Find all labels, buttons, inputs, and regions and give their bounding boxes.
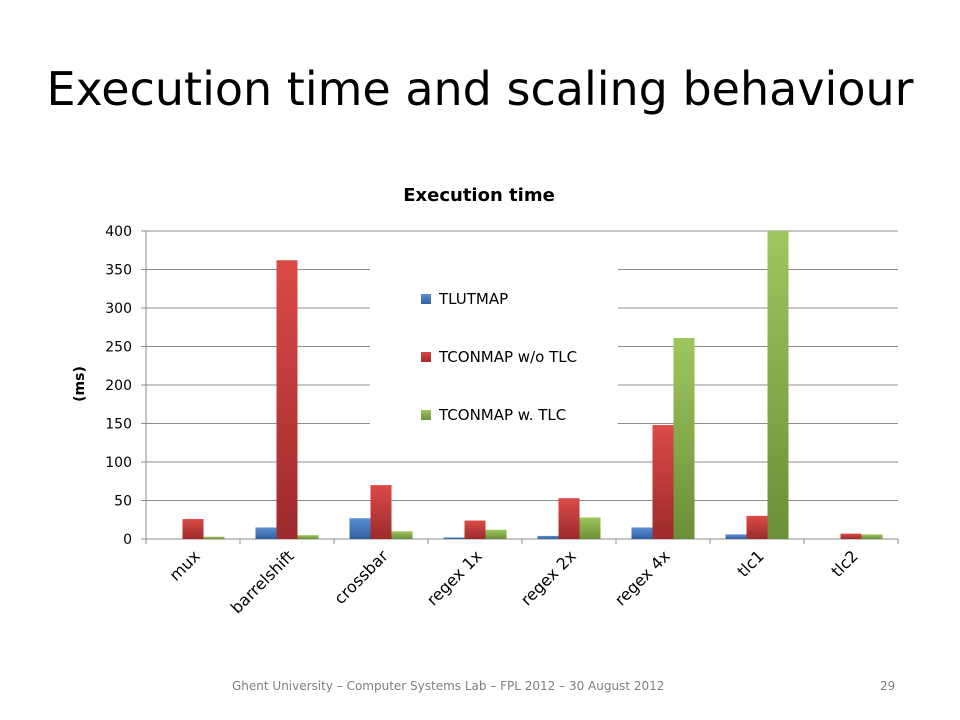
y-tick-label: 100 <box>105 455 132 471</box>
y-tick-label: 50 <box>114 494 132 510</box>
legend-entry: TCONMAP w/o TLC <box>438 348 577 366</box>
x-tick-label: tlc1 <box>733 546 767 580</box>
bar-tlutmap-regex-2x <box>537 535 559 539</box>
x-tick-label: mux <box>166 546 204 584</box>
bar-tconmap-w-o-tlc-crossbar <box>370 485 392 539</box>
bar-tconmap-w-tlc-regex-2x <box>579 517 601 539</box>
bar-tconmap-w-tlc-barrelshift <box>297 535 319 539</box>
bar-tlutmap-crossbar <box>349 518 371 539</box>
legend-entry: TLUTMAP <box>438 290 508 308</box>
x-tick-label: regex 4x <box>611 546 674 609</box>
bar-tconmap-w-o-tlc-barrelshift <box>276 260 298 539</box>
chart-title: Execution time <box>403 185 555 206</box>
bar-tconmap-w-tlc-tlc2 <box>861 534 883 539</box>
bar-tlutmap-barrelshift <box>255 527 277 539</box>
legend-box <box>370 262 618 440</box>
execution-time-chart: Execution time (ms) 0 50 100 150 200 250 300 35… <box>72 185 899 617</box>
legend-swatch <box>421 410 431 420</box>
y-tick-label: 350 <box>105 263 132 279</box>
slide-title: Execution time and scaling behaviour <box>46 62 914 116</box>
bar-tconmap-w-tlc-regex-4x <box>673 338 695 539</box>
slide-number: 29 <box>880 679 896 693</box>
bar-tconmap-w-tlc-mux <box>203 536 225 539</box>
legend-swatch <box>421 352 431 362</box>
bar-tconmap-w-tlc-crossbar <box>391 531 413 539</box>
bar-tconmap-w-o-tlc-regex-4x <box>652 425 674 539</box>
x-tick-label: crossbar <box>330 546 392 608</box>
y-tick-label: 300 <box>105 301 132 317</box>
y-tick-label: 250 <box>105 340 132 356</box>
y-tick-label: 0 <box>123 532 132 548</box>
y-tick-labels: 0 50 100 150 200 250 300 350 400 <box>105 224 132 548</box>
bar-tlutmap-regex-1x <box>443 537 465 539</box>
bar-tconmap-w-tlc-tlc1 <box>767 231 789 539</box>
x-tick-label: regex 1x <box>423 546 486 609</box>
bar-tconmap-w-o-tlc-tlc2 <box>840 533 862 539</box>
bars <box>182 231 883 539</box>
y-tick-label: 200 <box>105 378 132 394</box>
legend-entry: TCONMAP w. TLC <box>438 406 566 424</box>
y-tick-label: 400 <box>105 224 132 240</box>
footer-text: Ghent University – Computer Systems Lab … <box>232 679 665 693</box>
y-axis-label: (ms) <box>72 366 88 402</box>
bar-tlutmap-tlc1 <box>725 534 747 539</box>
bar-tconmap-w-o-tlc-tlc1 <box>746 515 768 539</box>
x-tick-labels: mux barrelshift crossbar regex 1x regex 2x re… <box>166 546 862 617</box>
bar-tconmap-w-o-tlc-regex-2x <box>558 498 580 539</box>
bar-tlutmap-regex-4x <box>631 527 653 539</box>
y-tick-label: 150 <box>105 417 132 433</box>
legend: TLUTMAP TCONMAP w/o TLC TCONMAP w. TLC <box>370 262 618 440</box>
bar-tconmap-w-o-tlc-mux <box>182 518 204 539</box>
x-tick-label: regex 2x <box>517 546 580 609</box>
legend-swatch <box>421 294 431 304</box>
x-tick-label: barrelshift <box>227 546 298 617</box>
bar-tconmap-w-tlc-regex-1x <box>485 529 507 539</box>
x-tick-label: tlc2 <box>827 546 861 580</box>
bar-tconmap-w-o-tlc-regex-1x <box>464 520 486 539</box>
